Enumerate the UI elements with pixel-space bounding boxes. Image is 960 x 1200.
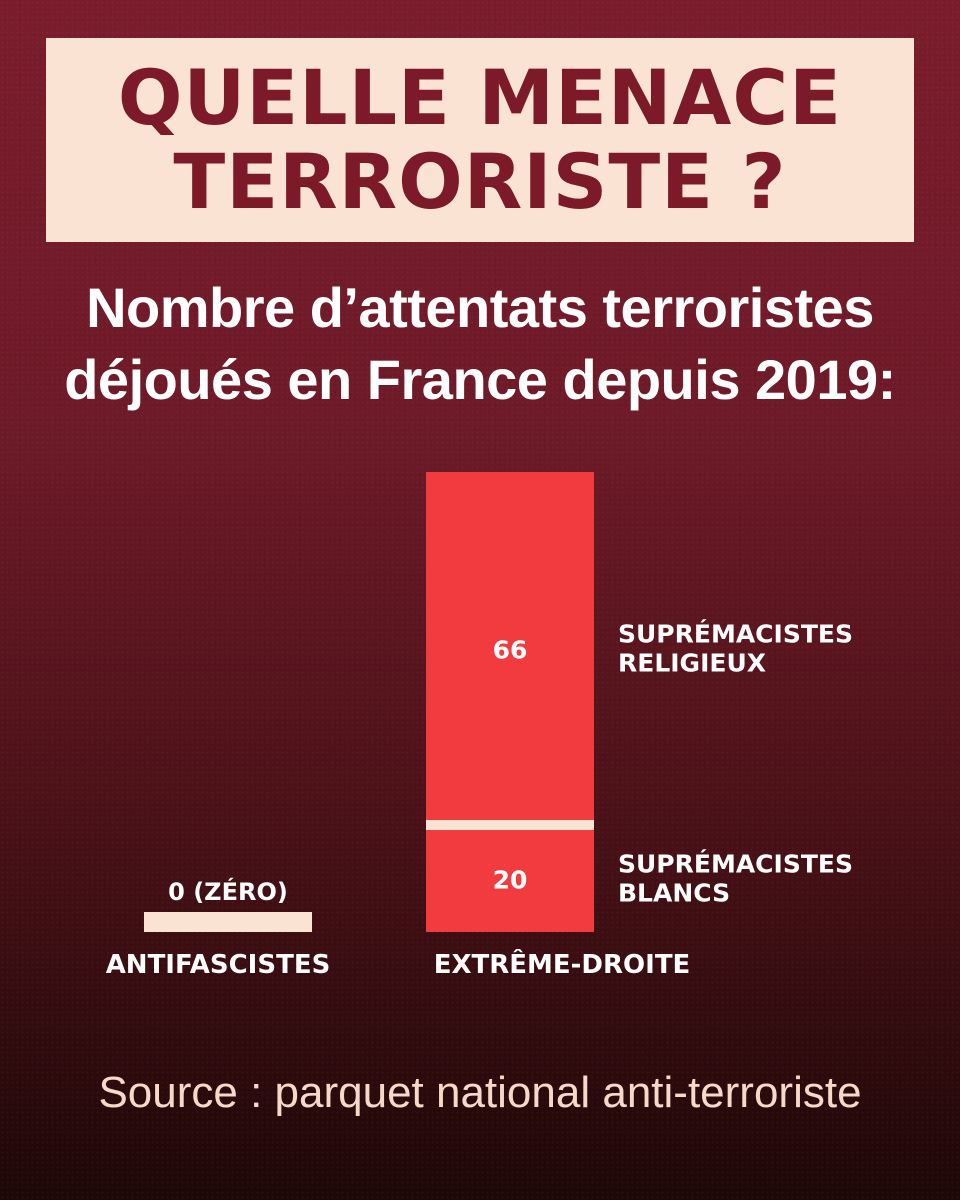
zero-bar-0 [144, 912, 312, 932]
value-label-1-1: 66 [493, 636, 528, 665]
chart-subtitle: Nombre d’attentats terroristes déjoués e… [0, 272, 960, 416]
source-note: Source : parquet national anti-terrorist… [98, 1068, 862, 1117]
segment-divider-1-1 [426, 820, 594, 831]
series-label-0-line-0: SUPRÉMACISTES [618, 850, 853, 879]
value-label-0: 0 (ZÉRO) [168, 877, 288, 906]
title-line-1: QUELLE MENACE [117, 53, 843, 142]
bar-segment-1-0 [426, 825, 594, 932]
category-label-1: EXTRÊME-DROITE [434, 948, 691, 980]
title-line-2: TERRORISTE ? [173, 137, 787, 226]
series-label-0-line-1: BLANCS [618, 879, 730, 908]
bar-segment-1-1 [426, 472, 594, 826]
category-label-0: ANTIFASCISTES [106, 950, 331, 980]
subtitle-line-2: déjoués en France depuis 2019: [64, 348, 896, 411]
series-label-1-line-1: RELIGIEUX [618, 649, 766, 678]
subtitle-line-1: Nombre d’attentats terroristes [86, 276, 874, 339]
value-label-1-0: 20 [493, 866, 528, 895]
title-banner: QUELLE MENACE TERRORISTE ? [46, 38, 914, 242]
series-label-1-line-0: SUPRÉMACISTES [618, 620, 853, 649]
